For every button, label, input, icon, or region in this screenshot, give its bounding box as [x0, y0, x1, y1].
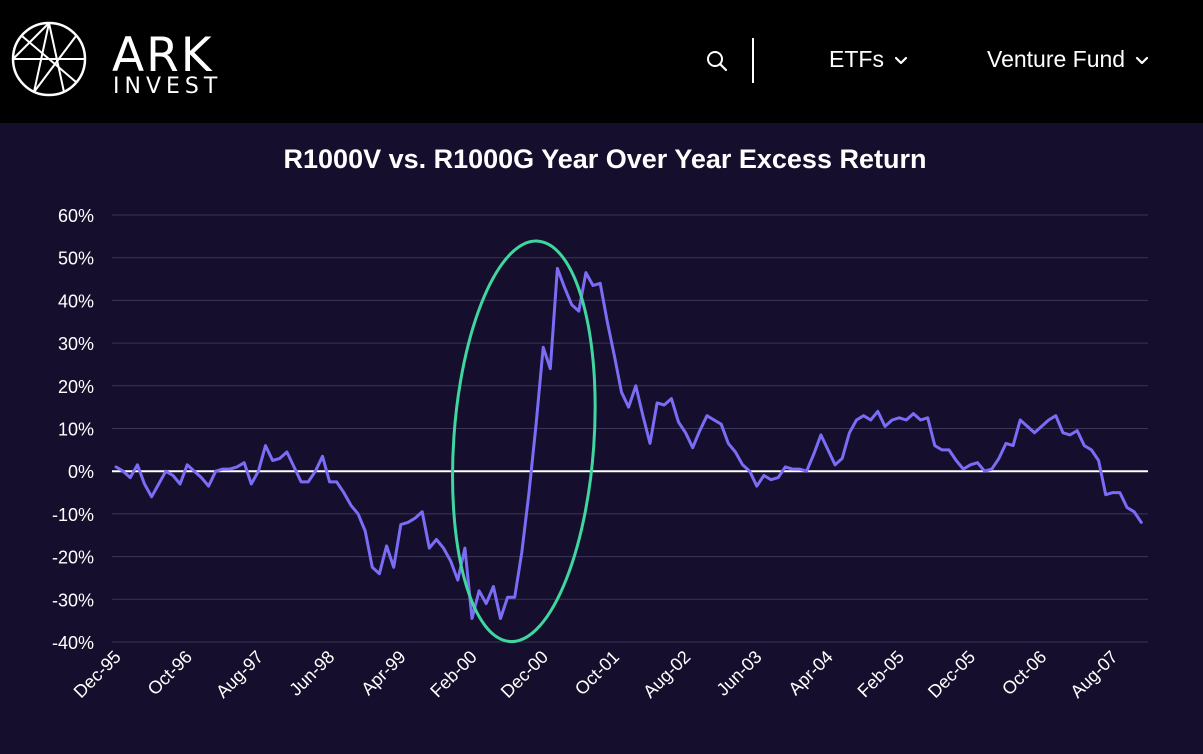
y-tick-label: 10%: [58, 420, 94, 440]
brand-name: ARK: [112, 28, 214, 83]
chart-series: [114, 266, 1143, 620]
y-tick-label: 20%: [58, 377, 94, 397]
y-axis-ticks: -40% -30% -20% -10% 0% 10% 20% 30% 40% 50% 60%: [52, 206, 94, 653]
nav-item-label: Venture Fund: [987, 46, 1126, 72]
chart-gridlines: [112, 214, 1148, 643]
x-tick-label: Feb-00: [426, 647, 480, 701]
y-tick-label: 60%: [58, 206, 94, 226]
x-tick-label: Jun-98: [285, 647, 338, 700]
x-tick-label: Jun-03: [713, 647, 766, 700]
y-tick-label: -20%: [52, 548, 94, 568]
y-tick-label: 0%: [68, 462, 94, 482]
series-line: [114, 266, 1143, 620]
x-tick-label: Dec-05: [924, 647, 979, 702]
x-tick-label: Oct-01: [571, 647, 623, 699]
y-tick-label: 30%: [58, 334, 94, 354]
y-tick-label: -10%: [52, 505, 94, 525]
x-tick-label: Aug-07: [1066, 647, 1121, 702]
x-tick-label: Aug-02: [639, 647, 694, 702]
chart-annotation: [451, 239, 597, 644]
x-tick-label: Oct-96: [144, 647, 196, 699]
x-tick-label: Dec-00: [497, 647, 552, 702]
y-tick-label: -30%: [52, 590, 94, 610]
top-navigation-bar: ARK INVEST ETFs Venture Fund: [0, 0, 1203, 123]
excess-return-chart: R1000V vs. R1000G Year Over Year Excess …: [52, 144, 1148, 702]
chart-title: R1000V vs. R1000G Year Over Year Excess …: [284, 144, 927, 174]
y-tick-label: 40%: [58, 291, 94, 311]
x-tick-label: Apr-04: [784, 647, 836, 699]
highlight-ellipse: [451, 239, 597, 644]
chevron-down-icon: [1136, 56, 1149, 65]
y-tick-label: 50%: [58, 249, 94, 269]
chevron-down-icon: [894, 56, 908, 65]
ark-invest-logo[interactable]: ARK INVEST: [10, 20, 250, 100]
brand-subtitle: INVEST: [113, 74, 223, 99]
nav-divider: [752, 38, 754, 83]
search-icon[interactable]: [705, 49, 729, 73]
x-tick-label: Feb-05: [854, 647, 908, 701]
x-tick-label: Aug-97: [212, 647, 267, 702]
nav-item-venture-fund[interactable]: Venture Fund: [987, 44, 1149, 74]
x-axis-ticks: Dec-95 Oct-96 Aug-97 Jun-98 Apr-99 Feb-00 Dec-…: [70, 647, 1122, 702]
x-tick-label: Oct-06: [998, 647, 1050, 699]
y-tick-label: -40%: [52, 633, 94, 653]
nav-item-label: ETFs: [829, 46, 884, 72]
x-tick-label: Dec-95: [70, 647, 125, 702]
nav-item-etfs[interactable]: ETFs: [829, 44, 908, 74]
x-tick-label: Apr-99: [357, 647, 409, 699]
ark-logo-icon: [11, 21, 87, 97]
